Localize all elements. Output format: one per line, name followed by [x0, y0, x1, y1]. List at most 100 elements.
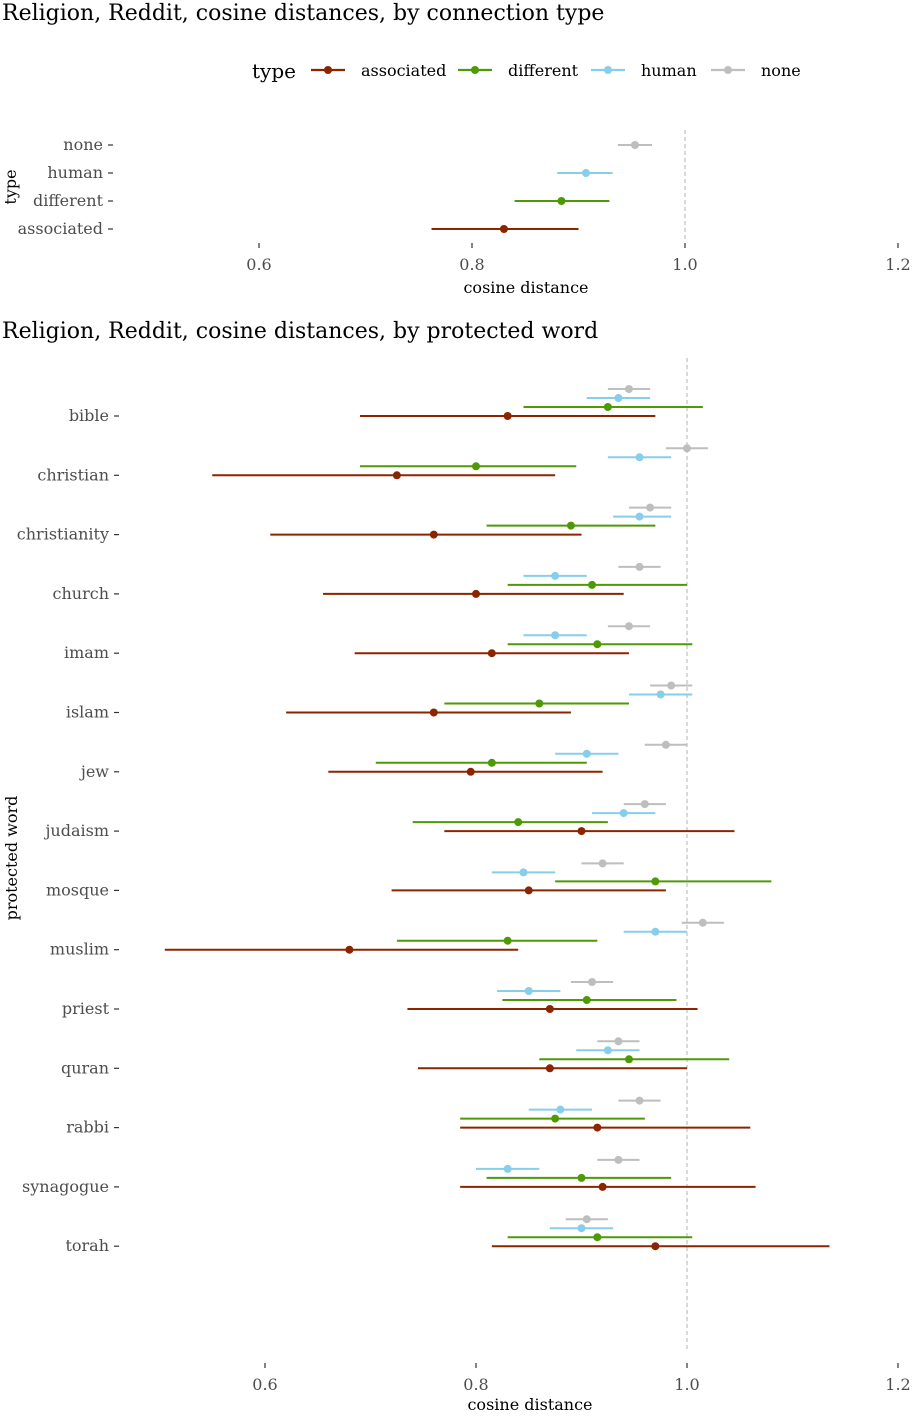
legend-label-none: none — [761, 61, 801, 80]
chart2-y-tick-label: synagogue — [22, 1177, 109, 1196]
chart2-none-point — [614, 1037, 623, 1046]
chart2-y-tick-label: imam — [64, 643, 109, 662]
chart1-plot-area: 0.6 0.8 1.0 1.2 none human different associated — [18, 130, 911, 274]
chart2-none-point — [667, 681, 676, 690]
chart2-x-tick-label: 1.2 — [885, 1375, 910, 1394]
chart1-x-tick-label: 1.2 — [885, 255, 910, 274]
chart2-y-tick-label: church — [53, 584, 109, 603]
chart2-none-point — [624, 385, 633, 393]
chart2-human-point — [614, 394, 623, 402]
chart2-plot-area: 0.6 0.8 1.0 1.2 bible christian christianity ch… — [17, 358, 911, 1394]
chart2-human-point — [556, 1105, 565, 1114]
legend-dot-none — [724, 66, 732, 74]
chart2-human-point — [577, 1224, 586, 1233]
chart1-x-axis-title: cosine distance — [463, 278, 588, 297]
chart2-associated-point — [392, 471, 401, 480]
chart2-none-point — [646, 503, 655, 512]
chart2-different-point — [582, 996, 591, 1004]
legend-dot-human — [604, 66, 612, 74]
chart2-y-tick-label: jew — [79, 762, 109, 781]
chart2-none-point — [582, 1215, 591, 1224]
chart1-associated-point — [499, 225, 508, 233]
chart2-none-point — [614, 1155, 623, 1164]
chart1-title: Religion, Reddit, cosine distances, by c… — [2, 1, 604, 26]
chart2-none-point — [640, 800, 649, 809]
chart2-different-point — [593, 640, 602, 649]
chart2-human-point — [519, 868, 528, 877]
chart2-human-point — [582, 749, 591, 758]
chart2-different-point — [603, 403, 612, 411]
chart2-y-tick-label: quran — [61, 1058, 109, 1077]
chart2-associated-point — [598, 1182, 607, 1191]
chart1-different-point — [557, 197, 566, 205]
chart1-y-tick-label: human — [47, 163, 103, 182]
chart2-y-tick-label: judaism — [43, 821, 109, 840]
chart2-none-point — [683, 444, 691, 453]
chart1-human-point — [581, 169, 590, 177]
chart2-y-tick-label: christianity — [17, 525, 109, 544]
chart2-associated-point — [472, 589, 480, 598]
chart2-x-tick-label: 0.8 — [463, 1375, 488, 1394]
chart2-x-axis-title: cosine distance — [467, 1395, 592, 1412]
legend-label-human: human — [641, 61, 697, 80]
chart2-human-point — [651, 927, 660, 936]
legend-key-human: human — [591, 61, 697, 80]
legend-label-associated: associated — [361, 61, 446, 80]
chart2-different-point — [535, 699, 544, 708]
chart2-associated-point — [545, 1064, 554, 1073]
chart2-associated-point — [503, 412, 512, 420]
legend-key-different: different — [458, 61, 579, 80]
chart1-none-point — [630, 141, 639, 149]
chart2-human-point — [551, 571, 560, 580]
chart2-human-point — [603, 1046, 612, 1055]
chart2-none-point — [624, 622, 633, 631]
chart2-none-point — [698, 918, 707, 927]
chart2-y-tick-label: priest — [62, 999, 110, 1018]
chart2-human-point — [656, 690, 665, 699]
legend-key-associated: associated — [311, 61, 446, 80]
chart2-y-tick-label: muslim — [50, 940, 109, 959]
chart2-y-tick-label: christian — [37, 465, 109, 484]
chart1-x-tick-label: 0.6 — [246, 255, 271, 274]
chart1-y-tick-label: associated — [18, 219, 103, 238]
chart2-human-point — [635, 512, 644, 521]
chart2-associated-point — [487, 649, 496, 658]
chart2-associated-point — [545, 1005, 554, 1013]
chart2-different-point — [593, 1233, 602, 1242]
chart2-y-tick-label: rabbi — [66, 1118, 109, 1137]
chart2-y-tick-label: islam — [66, 703, 109, 722]
chart1-x-tick-label: 0.8 — [459, 255, 484, 274]
chart1-y-tick-label: different — [33, 191, 104, 210]
chart2-different-point — [566, 521, 575, 530]
chart2-associated-point — [429, 530, 438, 539]
chart2-none-point — [635, 1096, 644, 1105]
chart2-different-point — [624, 1055, 633, 1064]
chart2-associated-point — [345, 945, 354, 954]
chart2-different-point — [651, 877, 660, 886]
chart2-human-point — [551, 631, 560, 640]
chart2-associated-point — [577, 827, 586, 836]
chart2-x-tick-label: 0.6 — [252, 1375, 277, 1394]
chart2-different-point — [577, 1173, 586, 1182]
chart2-associated-point — [593, 1123, 602, 1132]
chart2-different-point — [551, 1114, 560, 1123]
chart2-human-point — [524, 987, 533, 995]
chart2-different-point — [588, 580, 597, 589]
chart2-none-point — [635, 562, 644, 571]
chart2-associated-point — [524, 886, 533, 895]
chart2-different-point — [503, 936, 512, 945]
chart2-human-point — [619, 809, 628, 818]
chart2-associated-point — [651, 1242, 660, 1251]
chart2-associated-point — [466, 767, 475, 776]
legend: type associated different human none — [252, 59, 801, 83]
chart2-none-point — [598, 859, 607, 868]
chart2-x-tick-label: 1.0 — [674, 1375, 699, 1394]
chart2-y-tick-label: bible — [69, 406, 109, 425]
chart2-y-axis-title: protected word — [2, 796, 21, 921]
chart2-title: Religion, Reddit, cosine distances, by p… — [2, 319, 598, 344]
chart1-y-tick-label: none — [63, 135, 103, 154]
chart2-y-tick-label: mosque — [46, 880, 109, 899]
chart2-human-point — [635, 453, 644, 462]
chart2-different-point — [514, 818, 523, 827]
